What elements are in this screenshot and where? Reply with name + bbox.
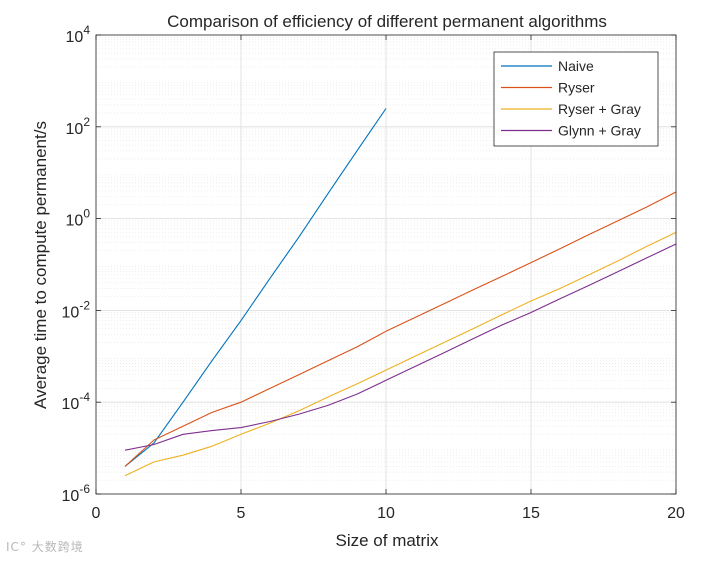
x-axis-label: Size of matrix [336, 531, 439, 550]
y-tick-label: 10-6 [62, 482, 91, 505]
x-tick-label: 0 [92, 505, 101, 522]
series-line-ryser-gray [124, 231, 677, 477]
y-tick-label: 10-2 [62, 298, 91, 321]
series-layer [124, 108, 677, 477]
y-tick-label: 104 [66, 23, 91, 46]
x-tick-label: 20 [667, 505, 685, 522]
y-axis-label: Average time to compute permanent/s [31, 121, 50, 409]
x-axis-ticks: 0 5 10 15 20 [92, 35, 685, 522]
legend: Naive Ryser Ryser + Gray Glynn + Gray [493, 51, 659, 147]
legend-label-ryser-gray: Ryser + Gray [558, 101, 641, 117]
series-line-naive [124, 108, 387, 467]
x-tick-label: 15 [522, 505, 540, 522]
series-line-ryser [124, 191, 677, 467]
legend-label-glynn-gray: Glynn + Gray [558, 123, 641, 139]
y-tick-label: 102 [66, 115, 91, 138]
chart-title: Comparison of efficiency of different pe… [167, 12, 607, 31]
legend-label-naive: Naive [558, 58, 594, 74]
x-tick-label: 5 [237, 505, 246, 522]
y-tick-label: 10-4 [62, 390, 91, 413]
y-tick-label: 100 [66, 207, 91, 230]
x-tick-label: 10 [377, 505, 395, 522]
y-axis-ticks: 10-6 10-4 10-2 100 102 104 [62, 23, 676, 505]
legend-label-ryser: Ryser [558, 80, 595, 96]
series-line-glynn-gray [124, 243, 677, 451]
watermark: IC° 大数跨境 [6, 540, 84, 554]
